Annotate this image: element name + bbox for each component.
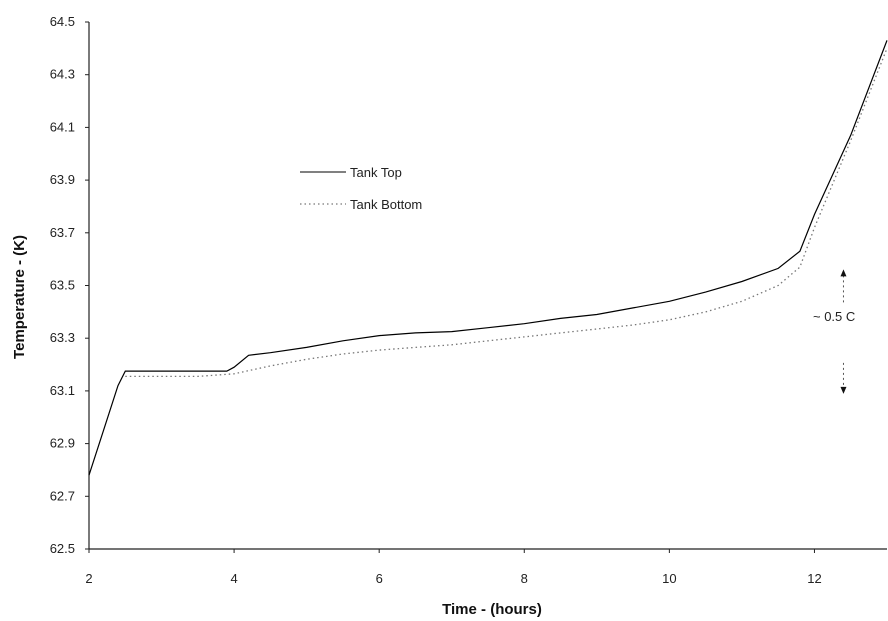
- y-tick-label: 64.1: [50, 119, 75, 134]
- x-tick-label: 6: [376, 571, 383, 586]
- y-tick-label: 64.3: [50, 67, 75, 82]
- series-layer: [88, 40, 888, 476]
- legend-label-tank-top: Tank Top: [350, 165, 402, 180]
- y-tick-label: 63.5: [50, 278, 75, 293]
- y-tick-label: 62.9: [50, 436, 75, 451]
- y-tick-label: 62.7: [50, 488, 75, 503]
- y-axis-title: Temperature - (K): [11, 235, 28, 359]
- annotation-label: ~ 0.5 C: [813, 309, 855, 324]
- x-tick-label: 8: [521, 571, 528, 586]
- x-axis: 2 4 6 8 10 12: [85, 548, 887, 586]
- y-axis: 62.5 62.7 62.9 63.1 63.3 63.5 63.7 63.9 64.1 64.3…: [50, 14, 90, 556]
- x-tick-label: 12: [807, 571, 821, 586]
- series-line-tank-bottom: [125, 48, 888, 378]
- x-axis-title: Time - (hours): [442, 601, 542, 618]
- legend-label-tank-bottom: Tank Bottom: [350, 197, 422, 212]
- y-tick-label: 63.9: [50, 172, 75, 187]
- legend: Tank Top Tank Bottom: [300, 165, 422, 212]
- x-tick-label: 10: [662, 571, 676, 586]
- y-tick-label: 64.5: [50, 14, 75, 29]
- y-tick-label: 63.1: [50, 383, 75, 398]
- y-tick-label: 63.7: [50, 225, 75, 240]
- x-tick-label: 4: [230, 571, 237, 586]
- x-tick-label: 2: [85, 571, 92, 586]
- y-tick-label: 63.3: [50, 330, 75, 345]
- annotation-up-arrow: [840, 269, 847, 277]
- annotation: ~ 0.5 C: [813, 269, 855, 394]
- series-line-tank-top: [88, 40, 888, 476]
- y-tick-label: 62.5: [50, 541, 75, 556]
- annotation-down-arrow: [840, 386, 847, 394]
